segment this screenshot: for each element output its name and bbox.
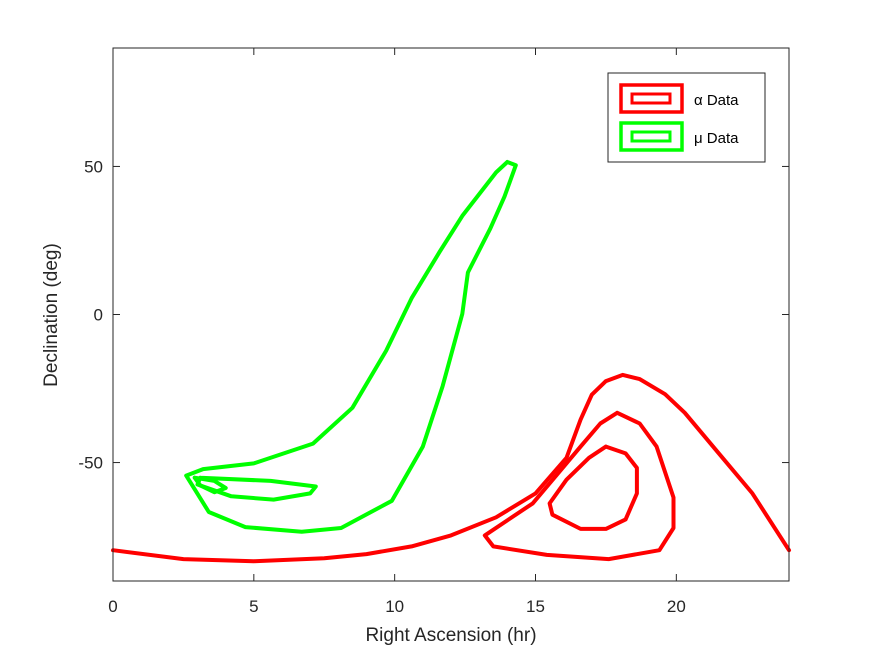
legend-swatch-alpha-outer	[619, 83, 684, 114]
legend-label-alpha: α Data	[694, 92, 739, 109]
x-tick-label-3: 15	[526, 597, 545, 616]
legend-box	[607, 72, 766, 163]
y-axis-label: Declination (deg)	[41, 243, 62, 387]
y-tick-label-1: 0	[94, 306, 103, 325]
series-layer	[111, 160, 791, 564]
y-tick-label-0: -50	[78, 454, 103, 473]
legend-swatch-alpha-inner	[630, 92, 672, 105]
y-tick-label-2: 50	[84, 157, 103, 176]
legend-entry-alpha: α Data	[619, 83, 739, 114]
legend-label-mu: μ Data	[694, 130, 739, 147]
x-tick-label-0: 0	[108, 597, 117, 616]
contour-alpha-1	[482, 410, 676, 562]
x-tick-label-2: 10	[385, 597, 404, 616]
x-tick-label-1: 5	[249, 597, 258, 616]
x-tick-label-4: 20	[667, 597, 686, 616]
contour-mu-0	[184, 160, 518, 534]
x-axis-label: Right Ascension (hr)	[365, 625, 536, 646]
contour-alpha-2	[547, 444, 639, 531]
contour-mu-2	[192, 475, 228, 495]
legend-swatch-mu-inner	[630, 130, 672, 143]
legend: α Data μ Data	[607, 72, 766, 163]
contour-alpha-0	[111, 372, 791, 564]
legend-entry-mu: μ Data	[619, 121, 739, 152]
legend-swatch-mu-outer	[619, 121, 684, 152]
ticks-layer: 0 5 10 15 20 -50 0 50	[78, 48, 789, 616]
